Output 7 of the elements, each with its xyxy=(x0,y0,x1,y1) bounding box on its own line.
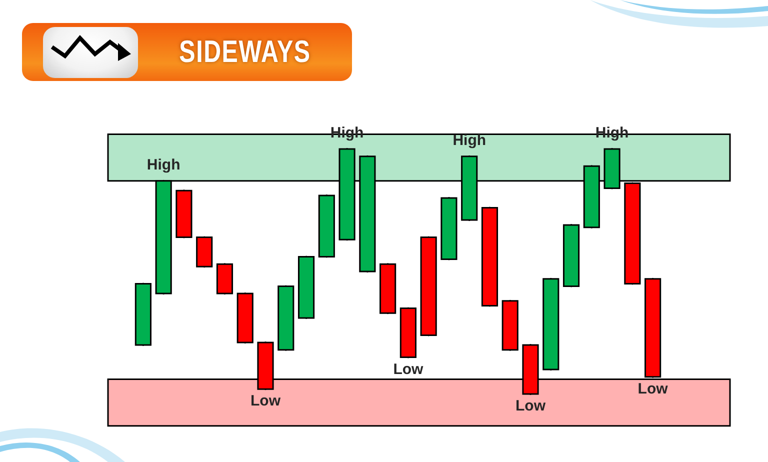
annotation: Low xyxy=(638,380,668,398)
chart-title: SIDEWAYS xyxy=(178,33,312,71)
annotation: High xyxy=(146,156,180,174)
annotation: Low xyxy=(516,398,546,415)
annotation: High xyxy=(452,132,486,149)
annotation: Low xyxy=(393,360,424,378)
annotation: Low xyxy=(250,392,281,410)
